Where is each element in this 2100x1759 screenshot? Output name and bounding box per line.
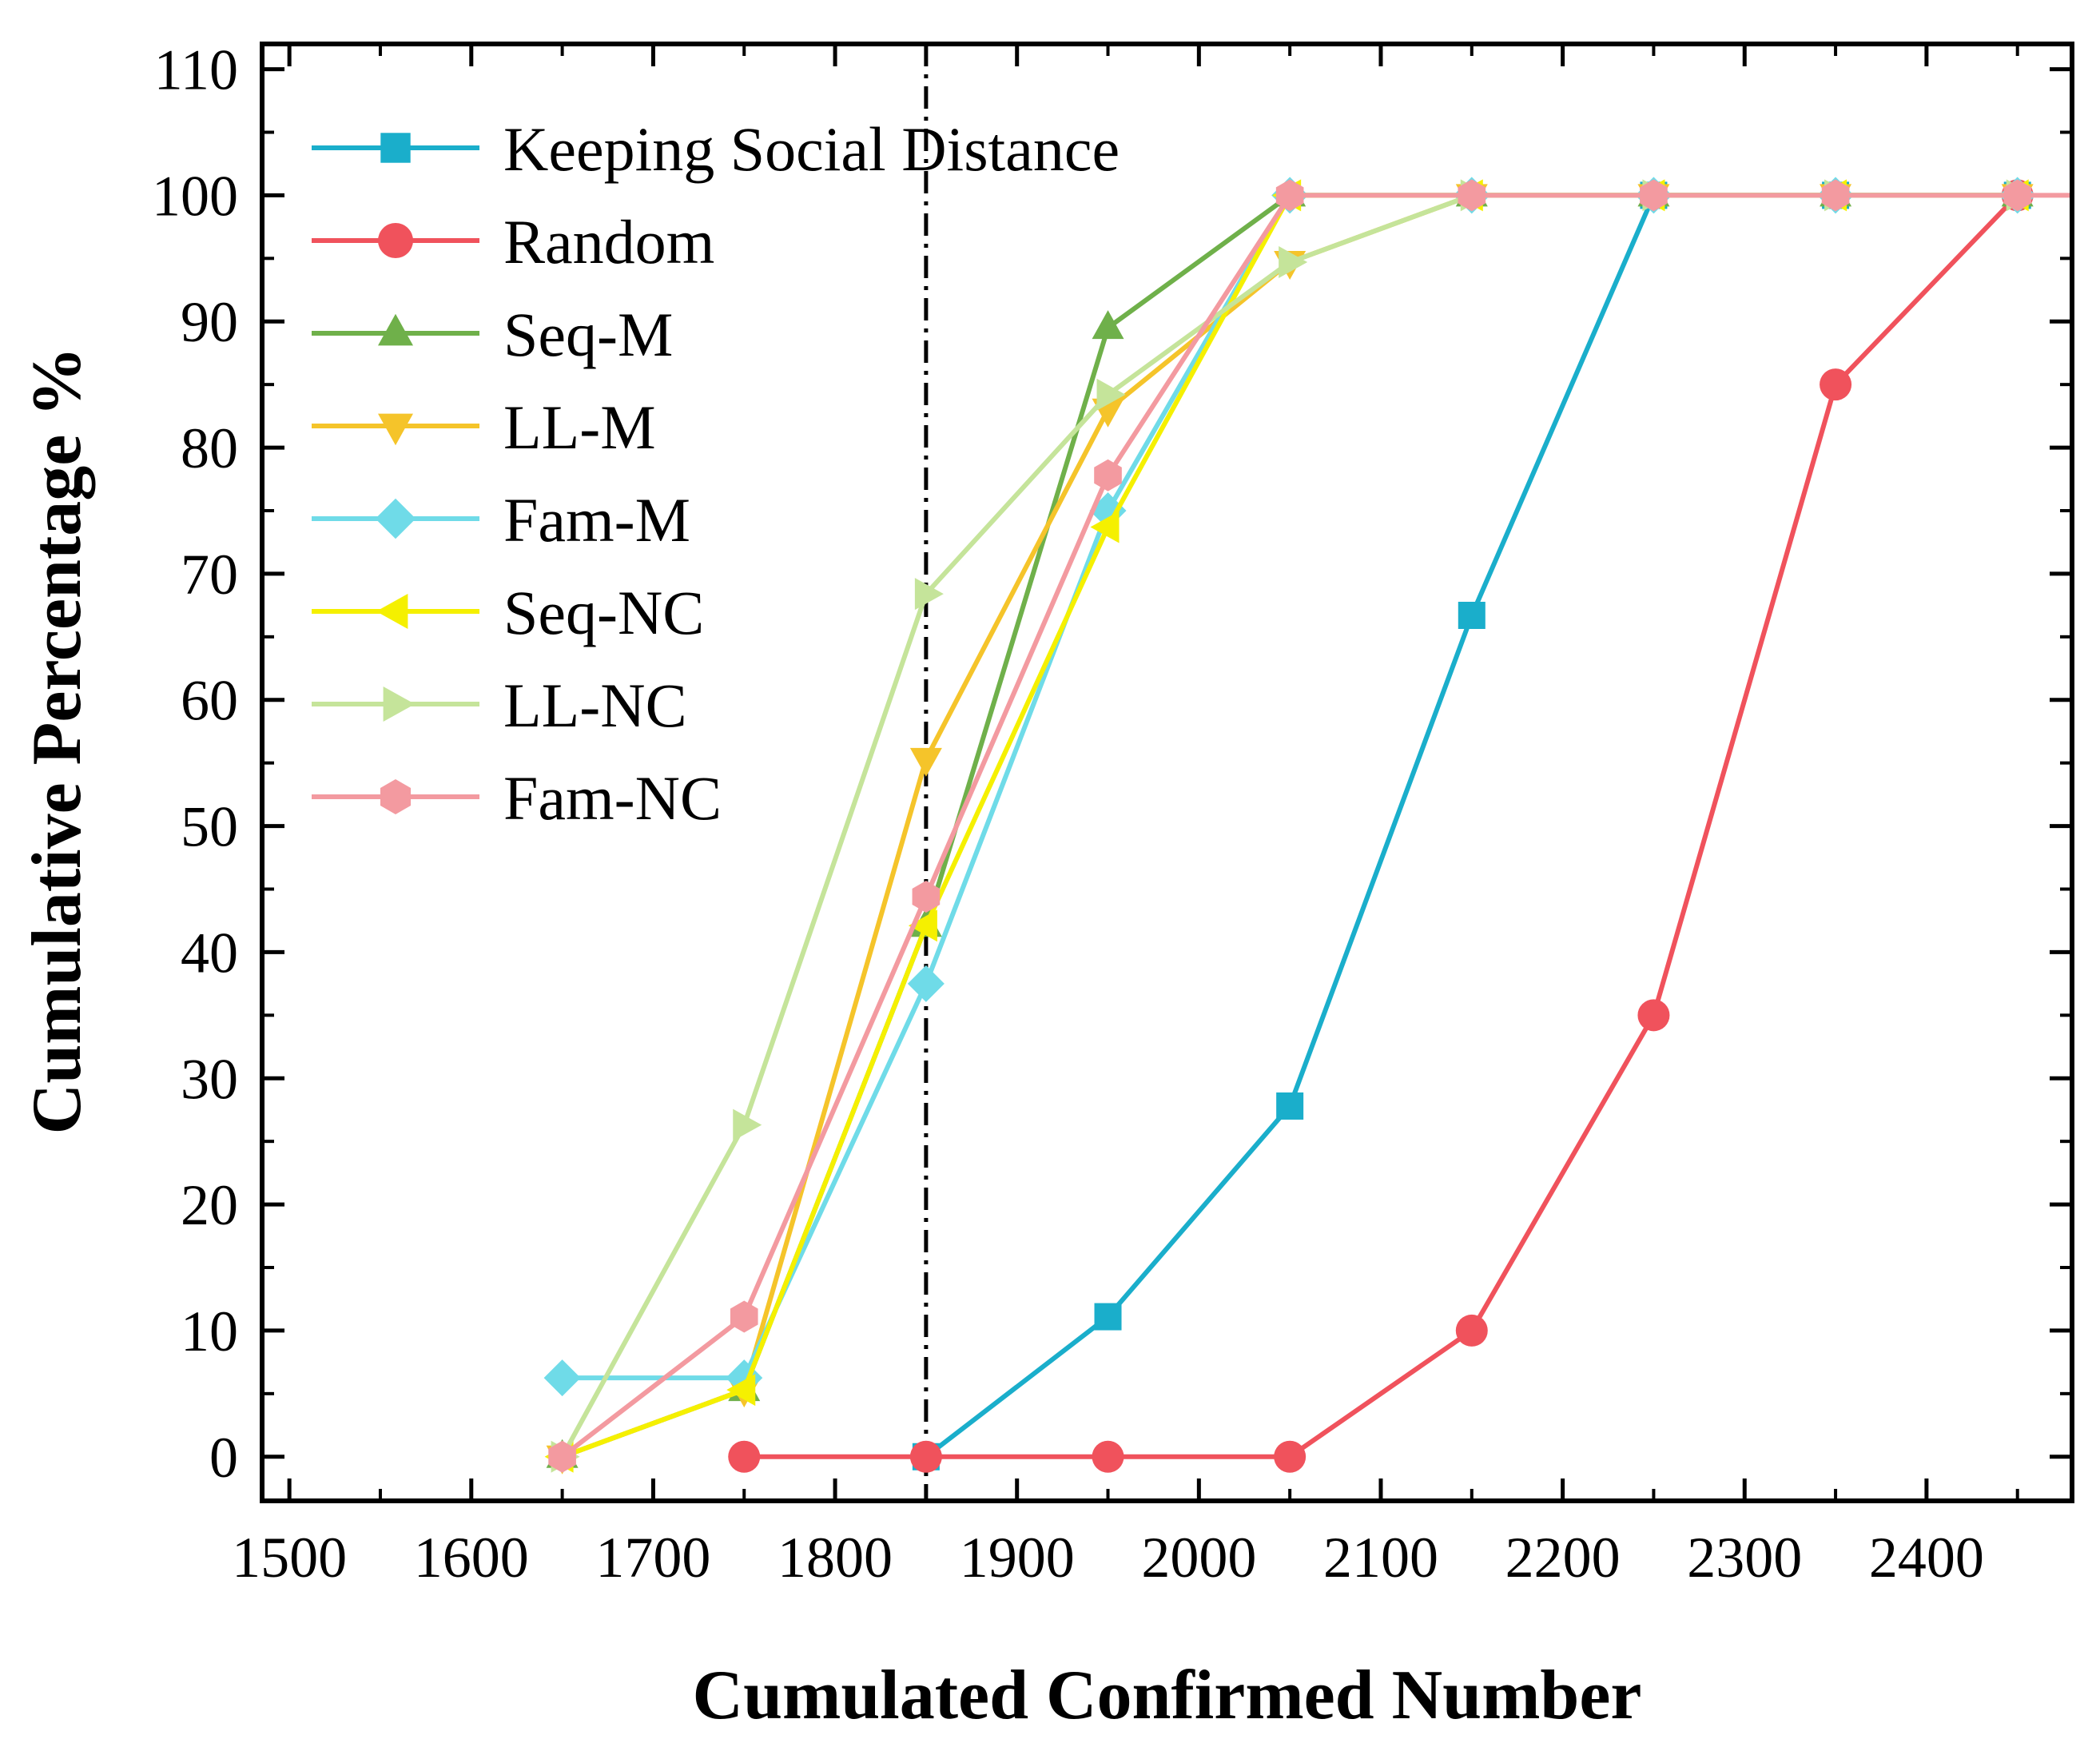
x-tick-label: 1600 [414, 1526, 529, 1590]
x-tick-label: 1900 [960, 1526, 1075, 1590]
triangle-right-marker [914, 578, 944, 611]
x-tick-label: 2000 [1141, 1526, 1256, 1590]
circle-marker [909, 1440, 942, 1473]
y-axis-title: Cumulative Percentage % [18, 347, 96, 1135]
circle-marker [1820, 368, 1852, 401]
series-fam-m [543, 177, 2036, 1397]
x-tick-labels: 1500 1600 1700 1800 1900 2000 2100 2200 2300 2400 [232, 1526, 1984, 1590]
x-tick-label: 1700 [595, 1526, 710, 1590]
series-line [744, 193, 2019, 1459]
circle-marker [1274, 1440, 1307, 1473]
y-tick-label: 80 [181, 416, 238, 480]
circle-marker [1455, 1314, 1488, 1347]
square-marker [1094, 1303, 1122, 1331]
circle-marker [1092, 1440, 1124, 1473]
legend-item: Random [312, 207, 714, 277]
triangle-right-marker [733, 1108, 762, 1141]
hexagon-marker [548, 1440, 576, 1473]
series-ll-m [546, 184, 2034, 1474]
series-keeping-social-distance [912, 181, 2031, 1470]
legend-label: Random [503, 207, 714, 277]
legend-item: Seq-M [312, 300, 673, 369]
y-tick-label: 100 [152, 164, 238, 228]
triangle-left-marker [1090, 511, 1120, 543]
series-seq-m [546, 177, 2034, 1468]
y-tick-label: 20 [181, 1173, 238, 1237]
legend-label: LL-NC [503, 671, 687, 740]
x-tick-label: 1800 [778, 1526, 893, 1590]
y-tick-label: 60 [181, 669, 238, 733]
legend: Keeping Social Distance Random Seq-M LL-M Fa… [312, 114, 1120, 833]
legend-label: Seq-M [503, 300, 673, 369]
triangle-up-marker [378, 313, 413, 346]
x-axis-title: Cumulated Confirmed Number [693, 1657, 1642, 1734]
legend-item: LL-M [312, 392, 656, 462]
triangle-right-marker [1096, 378, 1126, 411]
series-line [561, 193, 2018, 1459]
triangle-up-marker [1092, 310, 1124, 340]
triangle-left-marker [908, 909, 937, 942]
y-tick-label: 0 [209, 1426, 238, 1490]
legend-item: Seq-NC [312, 578, 704, 647]
series-line [560, 193, 2072, 1459]
legend-item: Fam-NC [312, 763, 722, 833]
hexagon-marker [380, 779, 412, 814]
y-tick-label: 90 [181, 290, 238, 354]
hexagon-marker [912, 880, 941, 913]
y-tick-label: 30 [181, 1047, 238, 1111]
x-tick-label: 2400 [1869, 1526, 1984, 1590]
legend-label: Fam-NC [503, 763, 722, 833]
y-tick-label: 70 [181, 543, 238, 607]
x-tick-label: 2100 [1323, 1526, 1438, 1590]
square-marker [1276, 1092, 1304, 1120]
series-group [543, 177, 2072, 1474]
diamond-marker [907, 965, 945, 1002]
y-tick-labels: 0 10 20 30 40 50 60 70 80 90 100 110 [152, 38, 238, 1490]
triangle-right-marker [1279, 246, 1308, 279]
x-tick-label: 2200 [1505, 1526, 1621, 1590]
hexagon-marker [1275, 179, 1304, 212]
hexagon-marker [1094, 459, 1122, 491]
hexagon-marker [1640, 179, 1668, 212]
plot-frame [260, 42, 2074, 1503]
triangle-left-marker [376, 594, 408, 629]
diamond-marker [543, 1359, 581, 1397]
legend-label: Seq-NC [503, 578, 704, 647]
legend-item: Keeping Social Distance [312, 114, 1120, 184]
hexagon-marker [1821, 179, 1850, 212]
legend-item: LL-NC [312, 671, 687, 740]
y-tick-label: 50 [181, 795, 238, 859]
square-marker [1458, 601, 1486, 629]
y-tick-label: 40 [181, 921, 238, 985]
triangle-down-marker [909, 747, 942, 777]
circle-marker [1637, 999, 1670, 1032]
x-tick-label: 2300 [1687, 1526, 1802, 1590]
hexagon-marker [2003, 179, 2032, 212]
triangle-right-marker [383, 686, 416, 722]
series-line [562, 193, 2018, 1381]
tick-marks [262, 44, 2072, 1501]
series-seq-nc [544, 179, 2029, 1473]
legend-item: Fam-M [312, 485, 690, 555]
legend-label: Fam-M [503, 485, 690, 555]
legend-label: LL-M [503, 392, 656, 462]
circle-marker [728, 1440, 761, 1473]
square-marker [380, 133, 411, 163]
x-tick-label: 1500 [232, 1526, 347, 1590]
diamond-marker [375, 498, 416, 539]
hexagon-marker [1458, 179, 1486, 212]
series-random [728, 179, 2034, 1473]
triangle-down-marker [378, 413, 413, 446]
series-fam-nc [548, 179, 2072, 1473]
legend-label: Keeping Social Distance [503, 114, 1120, 184]
hexagon-marker [730, 1300, 758, 1333]
y-tick-label: 10 [181, 1299, 238, 1363]
circle-marker [378, 223, 413, 258]
y-tick-label: 110 [154, 38, 238, 102]
triangle-left-marker [726, 1374, 756, 1407]
series-ll-nc [551, 179, 2035, 1473]
